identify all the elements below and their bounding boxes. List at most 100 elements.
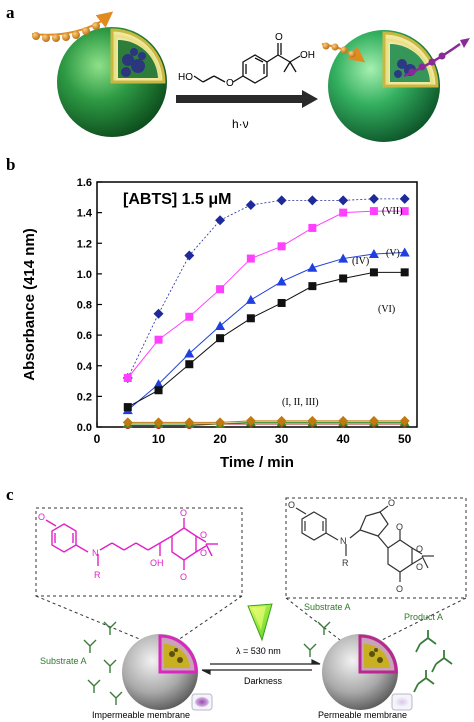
series-v-point xyxy=(308,223,317,232)
series-vii-point xyxy=(245,199,256,210)
sphere-left xyxy=(57,27,167,137)
y-tick-label: 1.6 xyxy=(77,177,92,189)
substrate-left-label: Substrate A xyxy=(40,656,87,666)
mol-a-ether-o: O xyxy=(226,78,234,89)
series-v-point xyxy=(123,374,132,382)
series-vi-point xyxy=(369,268,378,277)
series-iii-line xyxy=(127,420,405,423)
series-iv-point xyxy=(307,262,318,272)
panel-c-label: c xyxy=(6,485,14,504)
series-iii-point xyxy=(215,417,226,428)
substrate-glyphs-right xyxy=(303,621,331,657)
series-vi-point xyxy=(308,282,317,291)
mol-right-o6: O xyxy=(416,562,423,572)
panel-b-label: b xyxy=(6,155,15,174)
impermeable-label: Impermeable membrane xyxy=(92,710,190,720)
y-tick-label: 1.2 xyxy=(77,238,92,250)
photoinitiator-molecule xyxy=(193,43,301,84)
series-v-point xyxy=(369,207,378,216)
label-iv: (IV) xyxy=(352,256,369,267)
series-vi-point xyxy=(154,386,163,395)
series-vi-point xyxy=(185,360,194,369)
series-v-point xyxy=(339,208,348,217)
series-vii-point xyxy=(276,195,287,206)
y-tick-label: 0.8 xyxy=(77,300,92,312)
series-iii-point xyxy=(153,417,164,428)
label-vi: (VI) xyxy=(378,304,395,315)
series-vii-point xyxy=(368,193,379,204)
series-vii-point xyxy=(184,250,195,261)
series-v-point xyxy=(216,285,225,294)
bead-chain-left xyxy=(31,11,114,42)
y-tick-label: 1.4 xyxy=(77,208,93,220)
mol-left-o4: O xyxy=(200,530,207,540)
series-vii-point xyxy=(153,308,164,319)
label-i-ii-iii: (I, II, III) xyxy=(282,397,319,408)
vesicle-right xyxy=(322,634,398,710)
abts-annotation: [ABTS] 1.5 μM xyxy=(123,191,231,208)
series-iv-point xyxy=(184,348,195,358)
x-tick-label: 40 xyxy=(336,432,350,446)
series-iv-point xyxy=(215,320,226,330)
equilibrium-arrows xyxy=(201,659,321,675)
mol-right-n: N xyxy=(340,536,347,546)
label-v: (V) xyxy=(386,248,400,259)
mol-right-o1: O xyxy=(288,500,295,510)
series-vii-point xyxy=(215,215,226,226)
mol-right-o3: O xyxy=(396,522,403,532)
spiropyran-molecule xyxy=(295,505,434,582)
series-vi-point xyxy=(216,334,225,343)
y-tick-label: 0.2 xyxy=(77,391,92,403)
series-vii-point xyxy=(338,195,349,206)
series-ii-line xyxy=(127,421,405,425)
x-tick-label: 0 xyxy=(94,432,101,446)
substrate-glyphs-left xyxy=(83,621,123,705)
series-iii-point xyxy=(276,415,287,426)
series-iv-point xyxy=(276,276,287,286)
y-tick-label: 0.4 xyxy=(77,361,93,373)
merocyanine-molecule xyxy=(45,518,218,570)
x-tick-label: 50 xyxy=(398,432,412,446)
x-tick-label: 30 xyxy=(275,432,289,446)
wavelength-label: λ = 530 nm xyxy=(236,646,281,656)
mol-left-o3: O xyxy=(180,572,187,582)
series-iii-point xyxy=(307,415,318,426)
label-vii: (VII) xyxy=(382,206,403,217)
series-iii-point xyxy=(399,415,410,426)
series-iv-line xyxy=(127,251,405,411)
mol-a-ketone-o: O xyxy=(275,32,283,43)
dish-left xyxy=(191,693,213,711)
series-v-point xyxy=(185,312,194,321)
series-vi-line xyxy=(127,271,405,408)
vesicle-left xyxy=(122,634,198,710)
mol-left-oh: OH xyxy=(150,558,164,568)
plot-frame xyxy=(96,181,418,428)
series-vii-line xyxy=(127,198,405,379)
series-iv-point xyxy=(338,253,349,263)
series-vii-point xyxy=(307,195,318,206)
mol-a-ho: HO xyxy=(178,72,193,83)
mol-right-r: R xyxy=(342,558,349,568)
absorbance-chart: 0 10 20 30 40 50 0.0 0.2 0.4 0.6 0.8 1.0 1.2 1.4 1.6 Ti… xyxy=(21,177,418,471)
series-v-point xyxy=(154,335,163,344)
bead-chain-right-in xyxy=(321,42,366,63)
y-tick-label: 0.0 xyxy=(77,422,92,434)
mol-left-n: N xyxy=(92,548,99,558)
series-v-line xyxy=(127,210,405,379)
series-i-line xyxy=(127,423,405,426)
series-vi-point xyxy=(277,298,286,307)
series-vi-point xyxy=(339,274,348,283)
panel-a-label: a xyxy=(6,3,15,22)
x-tick-label: 20 xyxy=(213,432,227,446)
mol-left-r: R xyxy=(94,570,101,580)
series-iii-point xyxy=(184,417,195,428)
product-chain-right-out xyxy=(403,38,470,78)
product-right-label: Product A xyxy=(404,612,443,622)
callout-left xyxy=(35,507,243,641)
series-iv-point xyxy=(245,294,256,304)
light-beam xyxy=(247,603,273,642)
series-v-point xyxy=(400,207,409,216)
callout-right xyxy=(285,497,467,641)
